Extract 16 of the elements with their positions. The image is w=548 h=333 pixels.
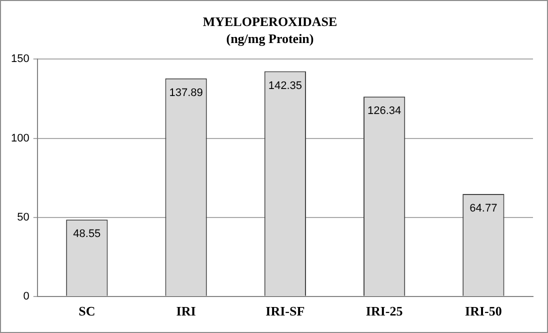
y-tick-label: 50 — [17, 211, 30, 224]
x-tick-label: IRI-SF — [266, 304, 305, 319]
x-tick-label: IRI-25 — [366, 304, 404, 319]
x-tick-label: SC — [78, 304, 96, 319]
data-label: 137.89 — [169, 86, 203, 99]
chart-subtitle: (ng/mg Protein) — [226, 30, 314, 46]
y-tick-label: 150 — [10, 53, 30, 66]
data-label: 142.35 — [268, 80, 302, 92]
y-tick-label: 0 — [23, 290, 30, 302]
x-tick-label: IRI — [176, 304, 196, 319]
chart-title: MYELOPEROXIDASE — [202, 14, 338, 30]
data-label: 48.55 — [73, 228, 101, 240]
data-label: 64.77 — [470, 202, 498, 215]
data-label: 126.34 — [367, 105, 402, 118]
x-tick-label: IRI-50 — [465, 304, 502, 319]
y-tick-label: 100 — [10, 132, 30, 144]
